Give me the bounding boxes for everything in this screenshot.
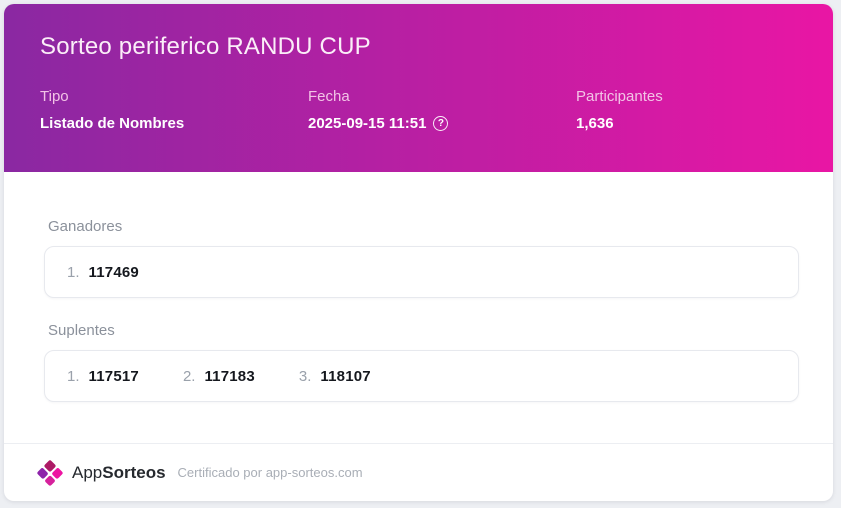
meta-tipo: Tipo Listado de Nombres [40,88,308,132]
winner-value: 117469 [88,263,139,281]
raffle-title: Sorteo periferico RANDU CUP [40,33,371,60]
raffle-result-card: Sorteo periferico RANDU CUP Tipo Listado… [4,4,833,501]
fecha-label: Fecha [308,88,350,105]
help-circle-icon[interactable]: ? [433,116,449,131]
substitute-index: 2. [182,367,196,385]
fecha-datetime: 2025-09-15 11:51 [308,115,427,132]
header: Sorteo periferico RANDU CUP Tipo Listado… [4,4,833,172]
meta-participantes: Participantes 1,636 [576,88,797,132]
winner-index: 1. [67,263,80,281]
substitute-index: 3. [298,367,312,385]
substitute-item: 1. 117517 [67,368,139,385]
substitute-item: 3. 118107 [299,368,371,385]
results-area: Ganadores 1. 117469 Suplentes 1. 117517 [4,172,833,443]
winner-item: 1. 117469 [67,264,139,281]
substitutes-label: Suplentes [48,322,115,339]
meta-fecha: Fecha 2025-09-15 11:51 ? [308,88,576,132]
participantes-label: Participantes [576,88,663,105]
winners-section: Ganadores 1. 117469 [44,216,799,298]
brand-suffix: Sorteos [102,462,166,482]
winners-label: Ganadores [48,218,123,235]
tipo-value: Listado de Nombres [40,115,185,132]
footer: AppSorteos Certificado por app-sorteos.c… [4,443,833,501]
winners-box: 1. 117469 [44,246,799,298]
brand-name[interactable]: AppSorteos [72,463,166,483]
certified-text: Certificado por app-sorteos.com [177,465,363,480]
substitute-value: 118107 [320,367,371,385]
fecha-value: 2025-09-15 11:51 ? [308,115,576,132]
substitutes-section: Suplentes 1. 117517 2. 117183 3. 118107 [44,320,799,402]
substitute-item: 2. 117183 [183,368,255,385]
substitute-index: 1. [67,367,80,385]
substitute-value: 117183 [204,367,255,385]
substitute-value: 117517 [88,367,139,385]
participantes-value: 1,636 [576,115,614,132]
appsorteos-logo-icon [36,459,64,486]
brand-prefix: App [72,462,103,482]
tipo-label: Tipo [40,88,69,105]
meta-row: Tipo Listado de Nombres Fecha 2025-09-15… [40,88,797,132]
substitutes-box: 1. 117517 2. 117183 3. 118107 [44,350,799,402]
